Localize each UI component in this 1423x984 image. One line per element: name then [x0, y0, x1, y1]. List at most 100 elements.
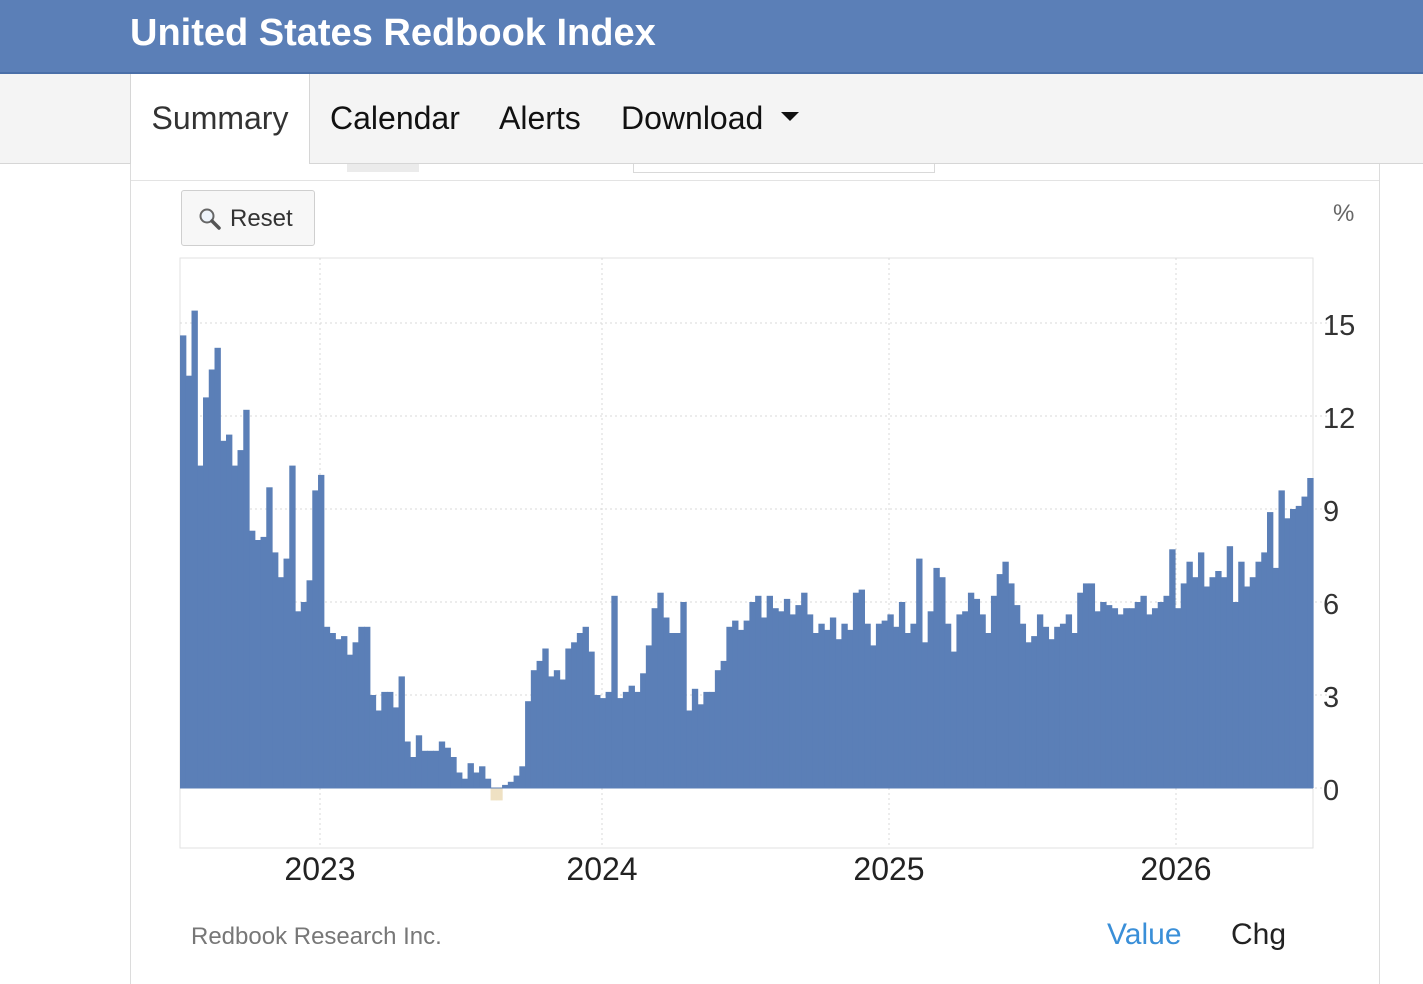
bar [226, 434, 233, 788]
bar [1025, 642, 1032, 788]
bar [1048, 639, 1055, 788]
bar [295, 611, 302, 788]
tab-bar: Summary Calendar Alerts Download [0, 74, 1423, 164]
page-header: United States Redbook Index [0, 0, 1423, 74]
bar [1307, 478, 1314, 788]
y-tick-label: 15 [1323, 310, 1355, 342]
bar [806, 614, 814, 788]
bar [433, 750, 440, 788]
bar [1094, 611, 1101, 788]
bar [668, 633, 676, 788]
bar [1255, 561, 1262, 788]
value-view-toggle[interactable]: Value [1107, 918, 1182, 951]
bar [548, 676, 555, 788]
bar [410, 757, 417, 788]
bar [1174, 608, 1182, 788]
tab-summary[interactable]: Summary [130, 74, 310, 164]
y-tick-label: 0 [1323, 775, 1339, 807]
page-title: United States Redbook Index [130, 12, 656, 54]
bar [634, 691, 641, 788]
bar [1295, 505, 1303, 788]
x-tick-label: 2023 [284, 851, 355, 887]
bar [1088, 583, 1096, 788]
bar [657, 592, 664, 788]
bar [277, 577, 285, 788]
bar [996, 574, 1004, 788]
bar [1301, 496, 1308, 788]
change-view-toggle[interactable]: Chg [1231, 918, 1287, 951]
bar [318, 474, 325, 788]
bar [663, 617, 670, 788]
bar [1278, 490, 1285, 788]
tab-download-label: Download [621, 100, 764, 136]
tab-summary-label: Summary [151, 100, 289, 136]
bar [1192, 577, 1199, 788]
bar [893, 626, 900, 788]
bar [249, 530, 256, 788]
bar [617, 698, 624, 788]
bar [956, 614, 963, 788]
bar [565, 648, 572, 788]
bar [1105, 605, 1113, 788]
bar [502, 784, 509, 788]
bar [289, 465, 296, 788]
y-axis-unit: % [1333, 200, 1355, 227]
bar [312, 490, 319, 788]
x-tick-label: 2026 [1140, 851, 1211, 887]
bar [732, 620, 739, 788]
bar [737, 629, 745, 788]
bar [703, 691, 710, 788]
bar [651, 608, 658, 788]
tab-calendar[interactable]: Calendar [330, 74, 460, 163]
bar [875, 623, 883, 788]
bar [519, 766, 526, 788]
bar [1128, 608, 1136, 788]
bar [818, 623, 825, 788]
bar [1238, 561, 1245, 788]
bar [927, 611, 935, 788]
tab-alerts[interactable]: Alerts [499, 74, 581, 163]
bar [358, 626, 365, 788]
bar [1289, 509, 1297, 788]
bar [697, 704, 704, 788]
bar [778, 611, 785, 788]
bar [582, 626, 589, 788]
bar [1031, 636, 1038, 788]
bar [203, 397, 210, 788]
tab-alerts-label: Alerts [499, 100, 581, 136]
bar [1140, 595, 1147, 788]
bar [427, 750, 434, 788]
bar [622, 691, 630, 788]
bar [553, 670, 561, 788]
bar [990, 595, 998, 788]
bar [1186, 561, 1193, 788]
bar [490, 788, 497, 801]
magnifier-icon [199, 208, 221, 230]
bar [329, 633, 336, 788]
bar [404, 741, 411, 788]
bar [640, 673, 647, 788]
bar [220, 440, 227, 788]
bar [272, 552, 279, 788]
bar [1036, 614, 1044, 788]
x-tick-label: 2025 [853, 851, 924, 887]
bar [392, 707, 400, 788]
bar [910, 623, 917, 788]
bar [323, 626, 331, 788]
bar [254, 540, 262, 788]
bar [829, 617, 837, 788]
tab-download[interactable]: Download [621, 74, 800, 163]
bar [352, 642, 359, 788]
bar [1284, 518, 1291, 788]
bar [1071, 633, 1078, 788]
bar [306, 580, 313, 788]
bar [1266, 512, 1274, 788]
bar [852, 592, 860, 788]
bar [185, 375, 193, 788]
bar [1054, 626, 1061, 788]
bar [438, 741, 446, 788]
reset-label: Reset [230, 205, 293, 232]
reset-zoom-button[interactable]: Reset [181, 190, 315, 246]
bar [1169, 549, 1176, 788]
